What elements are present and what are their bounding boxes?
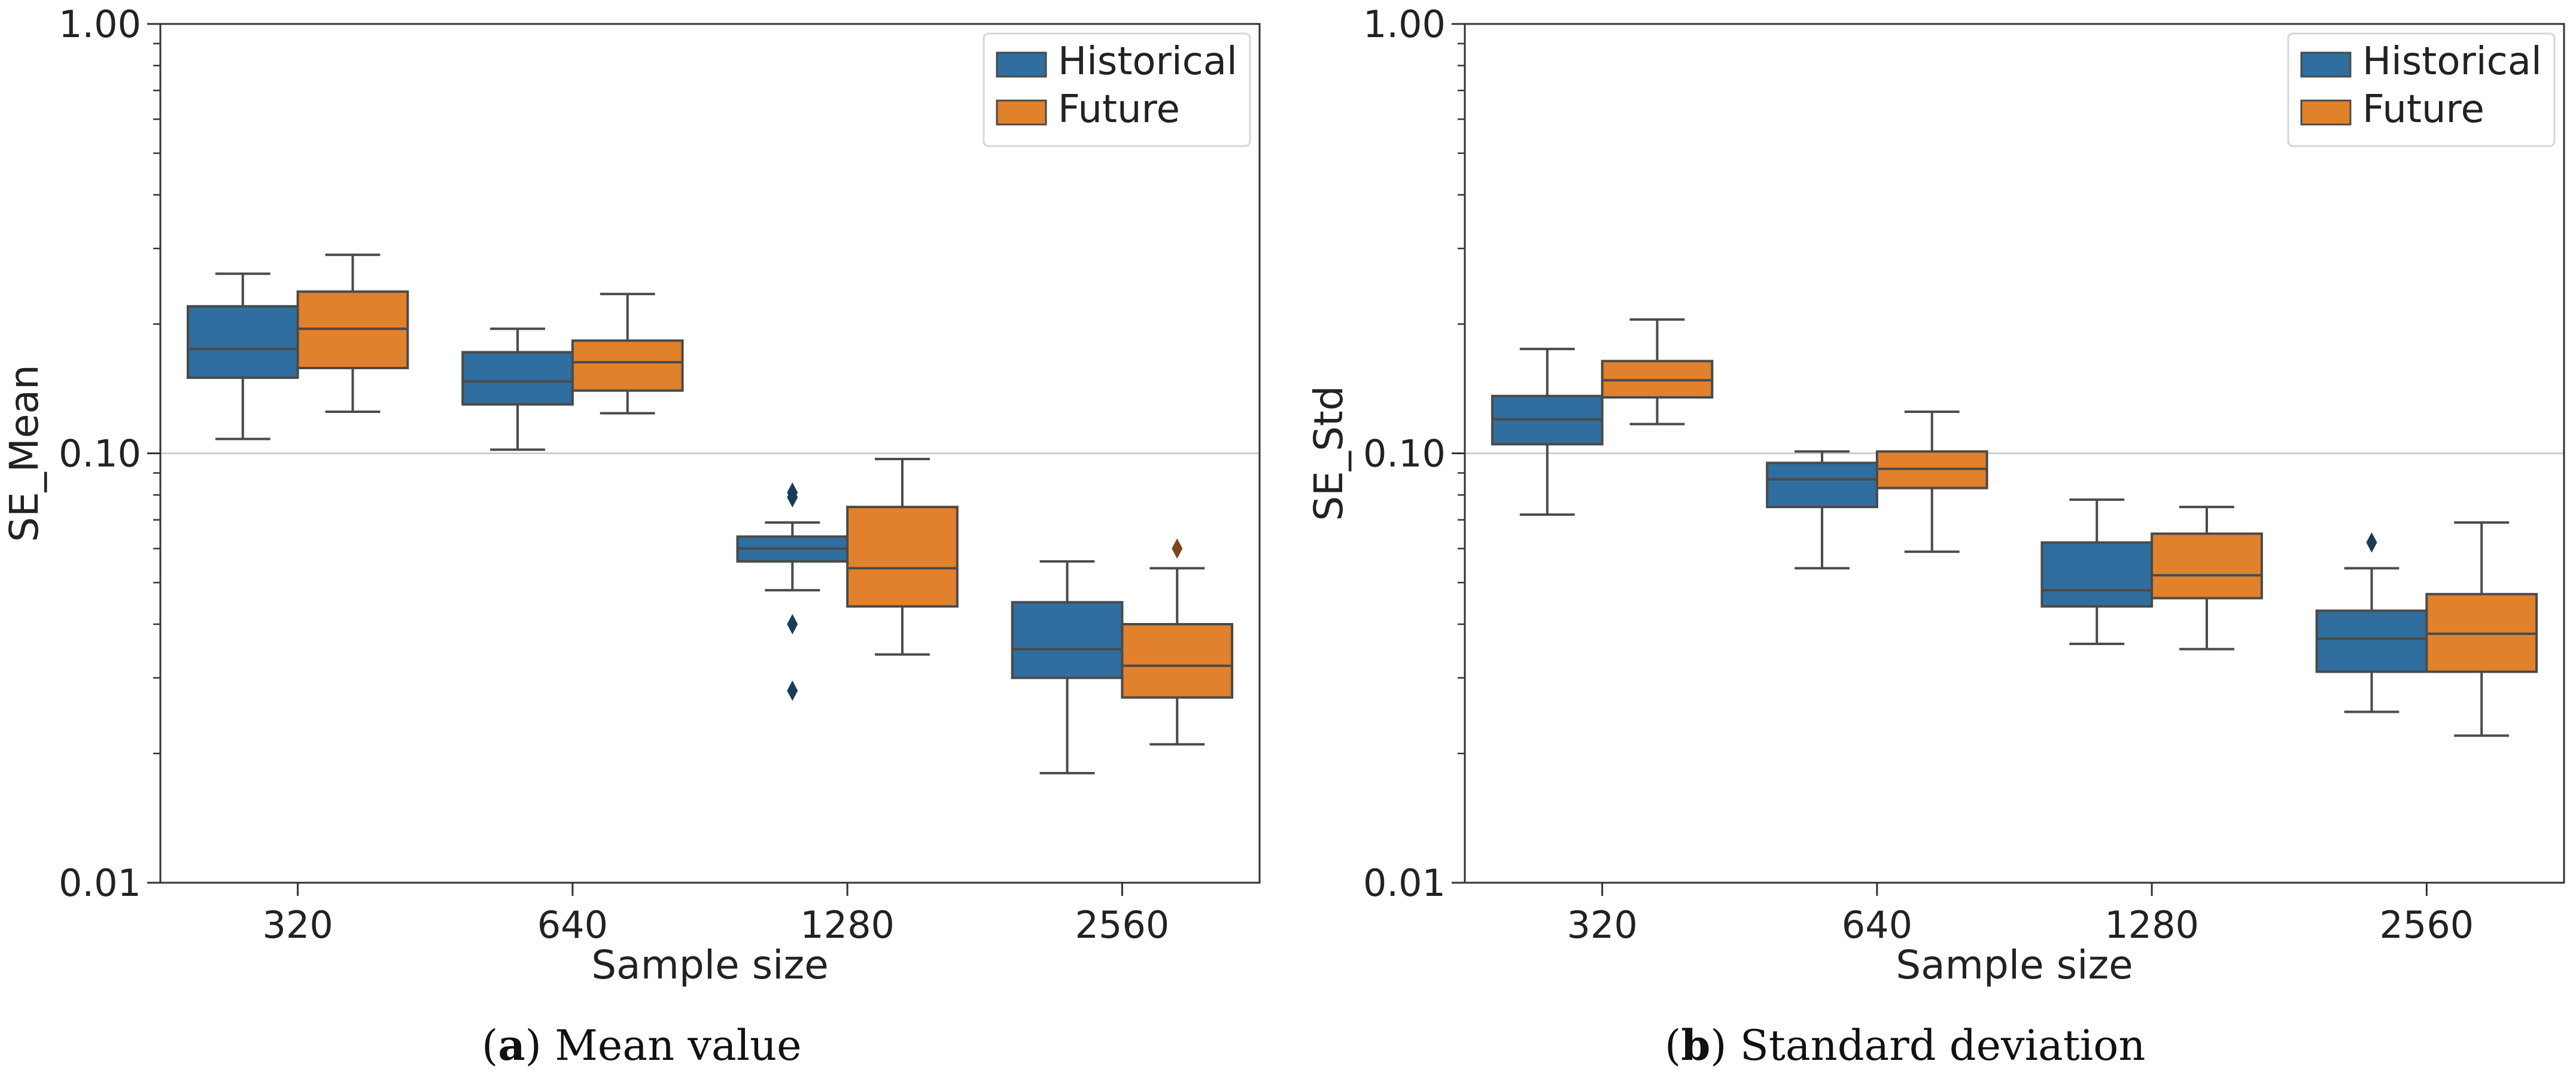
legend-swatch-historical — [996, 51, 1047, 78]
caption-a: (a) Mean value — [482, 1020, 802, 1070]
caption-a-text: Mean value — [555, 1021, 802, 1070]
box-iqr — [2040, 541, 2154, 608]
box-historical-1280 — [2040, 498, 2154, 645]
box-future-640 — [1875, 410, 1988, 553]
box-historical-320 — [186, 272, 299, 440]
legend-swatch-historical — [2300, 51, 2352, 78]
outlier-point — [787, 614, 798, 635]
box-iqr — [186, 305, 299, 379]
x-tick-label: 1280 — [2104, 903, 2199, 947]
panel-b: 0.01 0.10 1.00 320 640 1280 2560 Sample size SE_… — [1306, 2, 2565, 988]
box-iqr — [846, 506, 959, 608]
box-future-1280 — [2151, 506, 2263, 651]
y-axis-label: SE_Std — [1306, 385, 1352, 521]
box-historical-640 — [1766, 450, 1878, 570]
caption-b-letter: b — [1681, 1020, 1711, 1070]
legend-box — [983, 32, 1251, 147]
outlier-point — [1172, 538, 1183, 559]
caption-a-letter: a — [498, 1020, 525, 1070]
box-historical-2560 — [1011, 560, 1124, 774]
x-tick-label: 2560 — [2379, 903, 2474, 947]
y-tick-label: 0.01 — [1363, 861, 1446, 905]
outlier-point — [2366, 532, 2377, 553]
box-iqr — [2151, 532, 2263, 600]
y-tick-label: 0.01 — [59, 861, 141, 905]
outlier-point — [787, 482, 798, 503]
legend-label-historical: Historical — [1058, 39, 1237, 84]
legend-label-historical: Historical — [2362, 39, 2542, 84]
legend-box — [2287, 32, 2556, 147]
box-future-2560 — [1121, 538, 1234, 746]
legend-label-future: Future — [2362, 87, 2484, 132]
box-future-320 — [1601, 318, 1714, 426]
legend-label-future: Future — [1058, 87, 1180, 132]
box-iqr — [461, 351, 574, 406]
x-tick-label: 1280 — [800, 903, 895, 947]
x-tick-label: 640 — [537, 903, 608, 947]
box-iqr — [1121, 623, 1234, 699]
y-axis-label: SE_Mean — [1, 364, 47, 542]
box-future-2560 — [2425, 521, 2538, 737]
legend-swatch-future — [2300, 99, 2352, 126]
box-future-320 — [296, 253, 409, 413]
box-historical-2560 — [2315, 532, 2428, 713]
box-historical-1280 — [736, 482, 849, 701]
panel-a: 0.01 0.10 1.00 320 640 1280 2560 Sample size SE_… — [1, 2, 1261, 988]
plot-frame — [1464, 23, 2565, 884]
x-axis-label: Sample size — [1896, 942, 2133, 988]
y-tick-label: 1.00 — [1363, 2, 1446, 46]
box-iqr — [2315, 609, 2428, 673]
x-tick-label: 320 — [1567, 903, 1637, 947]
box-iqr — [1766, 461, 1878, 509]
outlier-point — [787, 680, 798, 701]
y-tick-label: 1.00 — [59, 2, 141, 46]
y-tick-label: 0.10 — [59, 432, 141, 476]
box-historical-640 — [461, 327, 574, 451]
box-iqr — [571, 339, 684, 392]
box-future-640 — [571, 293, 684, 415]
caption-b-text: Standard deviation — [1739, 1021, 2146, 1070]
legend-swatch-future — [996, 99, 1047, 126]
x-tick-label: 640 — [1842, 903, 1912, 947]
caption-b: (b) Standard deviation — [1665, 1020, 2146, 1070]
x-tick-label: 320 — [262, 903, 333, 947]
box-historical-320 — [1491, 348, 1604, 516]
x-axis-label: Sample size — [591, 942, 828, 988]
x-tick-label: 2560 — [1075, 903, 1169, 947]
box-future-1280 — [846, 457, 959, 656]
plot-frame — [159, 23, 1261, 884]
y-tick-label: 0.10 — [1363, 432, 1446, 476]
box-iqr — [1011, 601, 1124, 679]
